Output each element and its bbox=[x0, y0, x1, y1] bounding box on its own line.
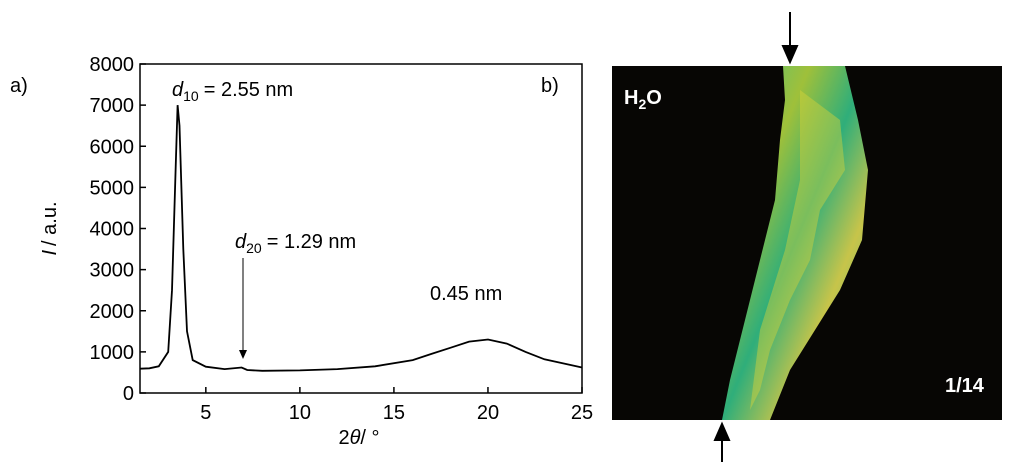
annotation: d20 = 1.29 nm bbox=[235, 231, 356, 256]
x-tick-label: 5 bbox=[200, 402, 211, 424]
y-tick-label: 7000 bbox=[90, 95, 135, 117]
annotation-subscript: 20 bbox=[246, 240, 262, 256]
annotation-text: 0.45 nm bbox=[430, 283, 502, 305]
y-tick-label: 8000 bbox=[90, 54, 135, 76]
annotation-text: = 2.55 nm bbox=[204, 79, 294, 101]
y-label-text: / a.u. bbox=[39, 201, 61, 245]
y-tick-label: 1000 bbox=[90, 342, 135, 364]
scale-label: 1/14 bbox=[945, 375, 985, 397]
y-label-symbol: I bbox=[39, 250, 61, 256]
image-label-main: H bbox=[624, 87, 638, 109]
x-label-text: / ° bbox=[360, 427, 379, 449]
crystal-band bbox=[722, 66, 868, 420]
x-label-prefix: 2 bbox=[338, 427, 349, 449]
arrows bbox=[713, 12, 799, 462]
data-line bbox=[139, 105, 583, 372]
annotation-subscript: 10 bbox=[183, 88, 199, 104]
panel-label: b) bbox=[541, 75, 559, 97]
y-tick-label: 4000 bbox=[90, 219, 135, 241]
x-tick-label: 20 bbox=[477, 402, 499, 424]
annotation: 0.45 nm bbox=[430, 283, 502, 305]
x-label-symbol: θ bbox=[350, 427, 361, 449]
annotation: d10 = 2.55 nm bbox=[172, 79, 293, 104]
y-tick-label: 2000 bbox=[90, 301, 135, 323]
y-axis-label: I / a.u. bbox=[39, 201, 61, 255]
y-tick-label: 6000 bbox=[90, 136, 135, 158]
y-tick-label: 0 bbox=[123, 383, 134, 405]
y-tick-label: 5000 bbox=[90, 177, 135, 199]
annotation-arrowhead bbox=[239, 350, 247, 359]
plot-frame bbox=[139, 63, 583, 394]
x-tick-label: 10 bbox=[289, 402, 311, 424]
x-tick-label: 15 bbox=[383, 402, 405, 424]
image-label-sub: 2 bbox=[638, 96, 646, 112]
y-tick-label: 3000 bbox=[90, 260, 135, 282]
annotation-symbol: d bbox=[235, 231, 247, 253]
image-label-suffix: O bbox=[646, 87, 662, 109]
image-label: H2O bbox=[624, 87, 662, 112]
x-axis-label: 2θ/ ° bbox=[338, 427, 379, 449]
annotation-symbol: d bbox=[172, 79, 184, 101]
panel-label: a) bbox=[10, 75, 28, 97]
x-tick-label: 25 bbox=[571, 402, 593, 424]
annotation-text: = 1.29 nm bbox=[267, 231, 357, 253]
crystal-highlight bbox=[750, 90, 845, 410]
